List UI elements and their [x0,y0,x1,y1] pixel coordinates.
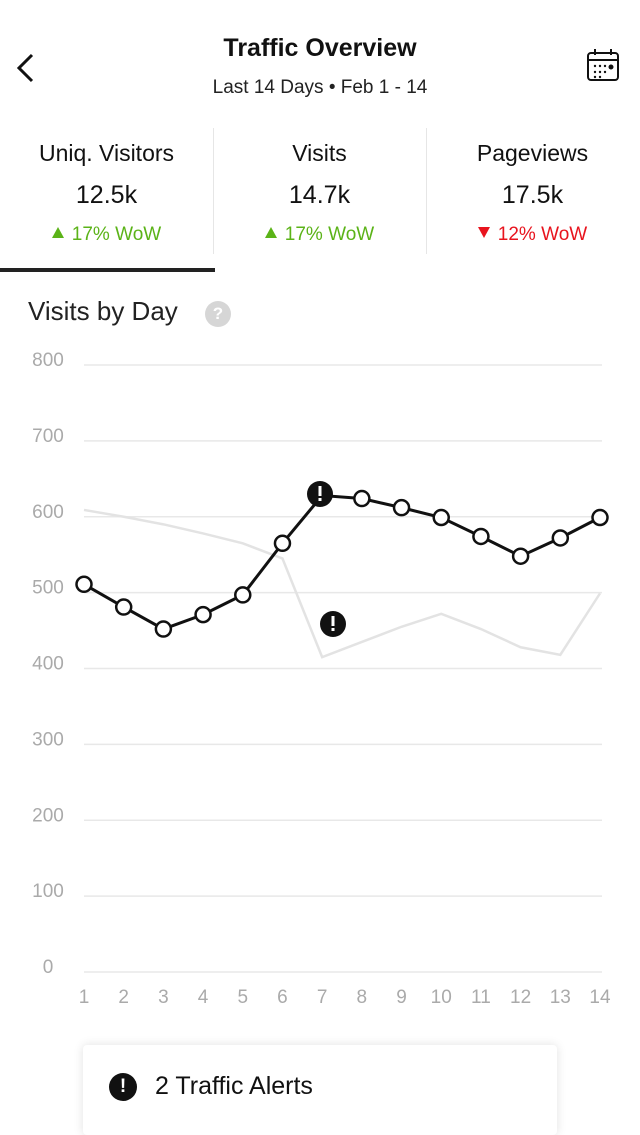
back-button[interactable] [14,52,38,84]
data-point [114,598,133,616]
y-tick-label: 100 [32,881,64,902]
x-tick-label: 7 [317,987,328,1008]
x-tick-label: 3 [158,987,169,1008]
y-tick-label: 800 [32,350,64,371]
metric-change: 17% WoW [0,224,213,246]
divider [426,128,427,254]
change-text: 12% WoW [497,224,588,245]
data-point [154,620,173,638]
data-point [353,489,371,508]
alerts-label: 2 Traffic Alerts [155,1072,313,1100]
section-title: Visits by Day [28,296,178,326]
alerts-card[interactable]: ! 2 Traffic Alerts [83,1045,557,1135]
dates: Feb 1 - 14 [340,77,428,98]
alert-badge-dot [318,498,322,501]
alert-badge-mark [318,486,322,496]
data-point [511,547,530,565]
metric-value: 17.5k [501,181,564,209]
alert-badge-dot [331,628,335,631]
active-tab-indicator [0,268,215,272]
divider [213,128,214,254]
page-title: Traffic Overview [223,34,417,62]
separator: • [328,77,336,98]
y-tick-label: 200 [32,805,64,826]
x-tick-label: 13 [550,987,571,1008]
data-point [75,575,93,594]
y-tick-label: 700 [32,426,64,447]
metric-value: 14.7k [288,181,351,209]
trend-arrow [477,227,490,238]
x-tick-label: 11 [471,987,491,1008]
data-point [472,527,490,546]
data-point [591,508,609,527]
trend-arrow [264,227,277,238]
alert-badge-mark [331,616,335,626]
data-point [234,586,252,604]
series-line [83,508,602,659]
data-point [432,508,450,527]
metric-change: 12% WoW [426,224,639,246]
metric-tab[interactable]: Visits 14.7k 17% WoW [213,128,426,254]
change-text: 17% WoW [284,224,375,245]
metric-label: Visits [292,140,347,166]
subtitle: Last 14 Days • Feb 1 - 14 [0,77,640,99]
range: Last 14 Days [212,77,324,98]
trend-arrow [51,227,64,238]
y-tick-label: 0 [43,957,54,978]
x-tick-label: 12 [510,987,531,1008]
x-tick-label: 14 [589,987,611,1008]
x-tick-label: 9 [396,987,407,1008]
y-tick-label: 500 [32,578,64,599]
x-tick-label: 4 [198,987,209,1008]
data-point [551,529,570,547]
metric-tab[interactable]: Uniq. Visitors 12.5k 17% WoW [0,128,213,254]
x-tick-label: 1 [79,987,90,1008]
y-tick-label: 300 [32,729,64,750]
y-tick-label: 400 [32,654,64,675]
x-tick-label: 6 [277,987,288,1008]
x-tick-label: 5 [237,987,248,1008]
y-tick-label: 600 [32,502,64,523]
x-tick-label: 2 [118,987,129,1008]
x-tick-label: 10 [431,987,452,1008]
data-point [194,605,212,624]
calendar-button[interactable] [586,48,620,82]
metric-label: Pageviews [476,140,589,166]
metric-label: Uniq. Visitors [38,140,175,166]
alert-icon: ! [109,1073,137,1101]
data-point [273,534,292,553]
x-tick-label: 8 [357,987,368,1008]
data-point [392,498,411,517]
metric-tab[interactable]: Pageviews 17.5k 12% WoW [426,128,639,254]
metric-change: 17% WoW [213,224,426,246]
metric-value: 12.5k [75,181,138,209]
help-button[interactable]: ? [205,301,231,327]
change-text: 17% WoW [71,224,162,245]
